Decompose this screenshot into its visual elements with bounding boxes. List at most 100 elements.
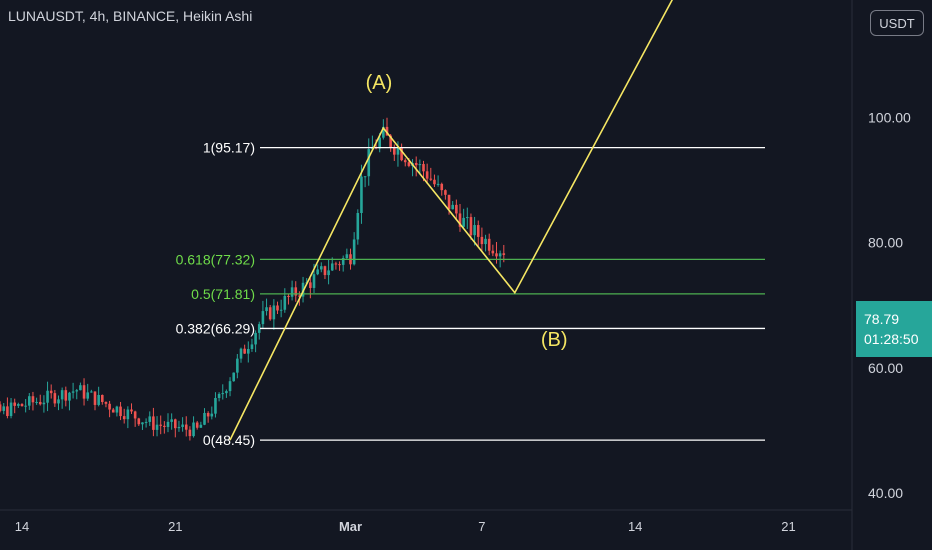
candle-body (323, 266, 327, 276)
wave-path-line (229, 0, 674, 441)
candle-body (126, 409, 130, 420)
candle-body (422, 164, 425, 172)
candle-body (228, 381, 232, 392)
candle-body (385, 126, 389, 136)
candle-body (225, 391, 228, 394)
candle-body (166, 421, 170, 427)
wave-label: (A) (366, 72, 393, 94)
candle-body (341, 258, 345, 265)
candle-body (502, 253, 506, 255)
candle-body (46, 390, 49, 403)
candle-body (71, 391, 75, 393)
candle-body (400, 148, 403, 161)
candle-body (447, 194, 451, 210)
candle-body (495, 253, 498, 257)
candle-body (64, 390, 68, 401)
candle-body (214, 397, 217, 414)
price-tick-label: 40.00 (868, 485, 903, 501)
candle-body (473, 225, 476, 236)
candle-body (276, 305, 279, 311)
candle-body (24, 405, 27, 407)
candle-body (217, 393, 221, 398)
time-tick-label: 7 (478, 519, 485, 534)
candle-body (261, 311, 265, 325)
symbol-title: LUNAUSDT, 4h, BINANCE, Heikin Ashi (8, 8, 253, 24)
candle-body (184, 424, 188, 430)
candle-body (436, 183, 440, 185)
candle-body (119, 406, 122, 417)
candle-body (444, 190, 447, 195)
candle-body (42, 402, 46, 405)
candle-body (429, 178, 433, 180)
candle-body (152, 416, 155, 430)
candle-body (287, 295, 290, 297)
candle-body (86, 392, 89, 399)
candle-body (451, 204, 454, 210)
price-tick-label: 60.00 (868, 360, 903, 376)
candle-body (221, 393, 225, 395)
candle-body (13, 402, 16, 406)
candle-body (367, 149, 371, 177)
candle-body (327, 270, 330, 276)
candle-body (0, 404, 2, 411)
candle-body (294, 287, 298, 296)
candle-body (9, 402, 13, 417)
candle-body (433, 179, 436, 185)
candle-body (356, 213, 360, 240)
time-tick-label: 21 (781, 519, 795, 534)
bar-countdown: 01:28:50 (864, 331, 919, 347)
candle-body (309, 282, 312, 288)
candle-body (93, 391, 97, 405)
candle-body (338, 264, 341, 266)
candle-body (148, 416, 152, 422)
candle-body (440, 183, 444, 191)
time-tick-label: 14 (628, 519, 642, 534)
candle-body (155, 424, 159, 430)
candle-body (68, 392, 71, 401)
time-axis: 14 21 Mar 7 14 21 (15, 519, 796, 534)
candle-body (345, 254, 349, 259)
candle-body (393, 147, 396, 155)
candle-body (378, 137, 381, 149)
time-tick-label: 21 (168, 519, 182, 534)
candle-body (6, 406, 9, 417)
candle-body (177, 426, 181, 429)
candle-body (363, 176, 367, 178)
candle-body (247, 348, 250, 354)
fib-level-label: 0.5(71.81) (191, 286, 255, 302)
candle-body (49, 390, 53, 394)
candle-body (487, 238, 491, 251)
candle-body (418, 164, 422, 166)
candle-body (170, 419, 173, 422)
candle-body (115, 406, 119, 413)
candle-body (2, 406, 6, 411)
candle-body (97, 394, 100, 405)
candle-body (239, 348, 243, 359)
candle-body (320, 266, 323, 270)
candle-body (272, 305, 276, 320)
candle-body (458, 213, 462, 227)
candle-body (20, 404, 24, 407)
last-price-value: 78.79 (864, 311, 900, 327)
candle-body (57, 399, 60, 404)
candle-body (480, 236, 484, 245)
wave-label: (B) (541, 329, 568, 351)
candle-body (141, 422, 144, 425)
time-tick-label: Mar (339, 519, 362, 534)
last-price-badge: 78.79 01:28:50 (856, 301, 932, 357)
candle-body (163, 425, 166, 427)
candle-body (38, 401, 42, 405)
candle-body (425, 171, 429, 179)
candle-body (159, 424, 162, 426)
candle-body (210, 413, 214, 417)
fib-level-label: 0(48.45) (203, 432, 255, 448)
candle-body (17, 404, 20, 406)
candle-body (90, 391, 93, 393)
candle-body (382, 126, 385, 138)
candle-body (279, 309, 283, 311)
candle-body (283, 295, 287, 310)
currency-button[interactable]: USDT (870, 10, 924, 36)
candle-body (312, 274, 316, 288)
candle-body (133, 411, 137, 419)
